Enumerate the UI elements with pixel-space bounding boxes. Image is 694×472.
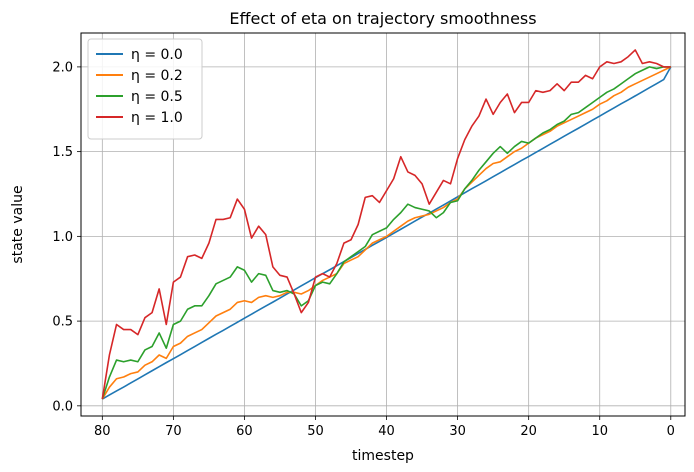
x-tick-label: 70 xyxy=(165,424,182,439)
legend-label-2: η = 0.5 xyxy=(131,89,183,105)
y-tick-label: 2.0 xyxy=(52,60,73,75)
x-tick-label: 60 xyxy=(236,424,253,439)
x-tick-label: 10 xyxy=(591,424,608,439)
x-tick-label: 50 xyxy=(307,424,324,439)
legend-label-3: η = 1.0 xyxy=(131,110,183,126)
legend-label-0: η = 0.0 xyxy=(131,47,183,63)
x-tick-label: 0 xyxy=(667,424,675,439)
y-axis-ticks: 0.0 0.5 1.0 1.5 2.0 xyxy=(52,60,81,414)
y-tick-label: 0.5 xyxy=(52,315,73,330)
series-line-0 xyxy=(101,66,672,400)
series-line-1 xyxy=(101,66,672,400)
x-axis-label: timestep xyxy=(352,448,414,464)
axes-frame xyxy=(80,32,686,417)
series-layer xyxy=(101,49,672,400)
y-tick-label: 1.5 xyxy=(52,145,73,160)
series-line-2 xyxy=(101,66,671,400)
legend-box xyxy=(87,38,203,140)
chart-title: Effect of eta on trajectory smoothness xyxy=(229,9,536,28)
legend: η = 0.0 η = 0.2 η = 0.5 η = 1.0 xyxy=(87,38,203,140)
x-tick-label: 40 xyxy=(378,424,395,439)
legend-label-1: η = 0.2 xyxy=(131,68,183,84)
y-tick-label: 1.0 xyxy=(52,230,73,245)
series-line-3 xyxy=(101,49,671,400)
x-tick-label: 80 xyxy=(94,424,111,439)
x-axis-ticks: 80 70 60 50 40 30 20 10 0 xyxy=(94,416,675,439)
y-axis-label: state value xyxy=(10,185,26,263)
y-tick-label: 0.0 xyxy=(52,399,73,414)
x-tick-label: 20 xyxy=(520,424,537,439)
x-tick-label: 30 xyxy=(449,424,466,439)
